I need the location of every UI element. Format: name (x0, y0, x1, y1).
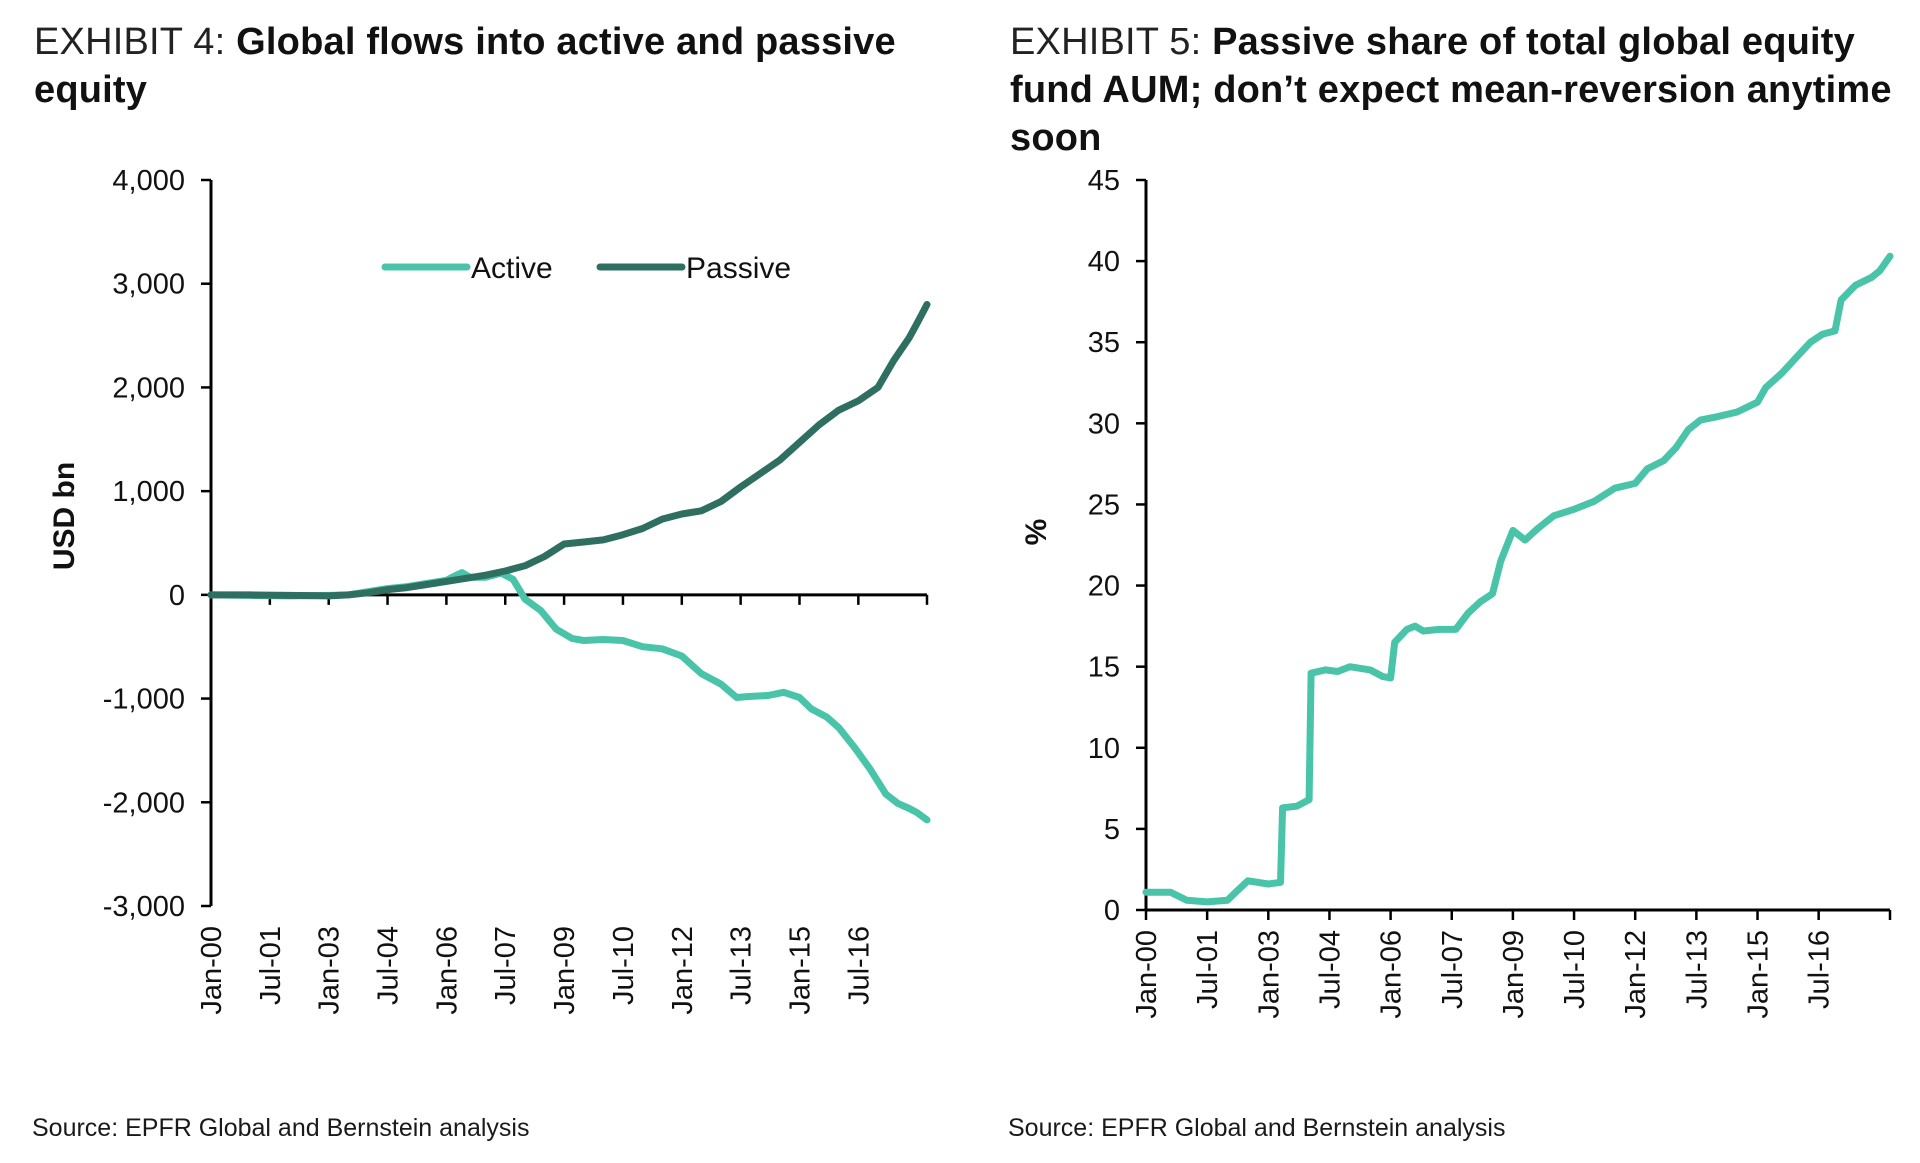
y-tick-label: 2,000 (112, 372, 185, 404)
x-tick-label: Jul-07 (490, 926, 522, 1005)
exhibit-5-title: EXHIBIT 5: Passive share of total global… (1010, 18, 1910, 162)
y-tick-label: -1,000 (103, 684, 185, 716)
exhibit-5-panel: EXHIBIT 5: Passive share of total global… (990, 0, 1920, 1163)
x-tick-label: Jul-16 (843, 926, 875, 1005)
x-tick-label: Jul-01 (1192, 930, 1224, 1009)
exhibit-5-label: EXHIBIT 5: (1010, 21, 1202, 63)
y-axis-title: % (1020, 519, 1053, 546)
y-tick-label: 40 (1088, 246, 1120, 278)
x-tick-label: Jul-13 (1681, 930, 1713, 1009)
flows-line-chart: -3,000 -2,000 -1,000 0 1,000 2,000 3,000 4,000 J… (48, 165, 931, 1015)
y-tick-label: 25 (1088, 489, 1120, 521)
x-tick-label: Jul-04 (1314, 930, 1346, 1009)
y-tick-label: 20 (1088, 571, 1120, 603)
y-axis-title: USD bn (48, 462, 81, 570)
y-tick-label: 0 (169, 580, 185, 612)
x-tick-label: Jul-13 (726, 926, 758, 1005)
y-tick-label: 3,000 (112, 269, 185, 301)
y-tick-label: 0 (1104, 895, 1120, 927)
exhibit-4-title: EXHIBIT 4: Global flows into active and … (34, 18, 954, 114)
exhibit-4-headline: Global flows into active and passive equ… (34, 21, 896, 111)
y-tick-label: 4,000 (112, 165, 185, 197)
x-tick-label: Jan-06 (431, 926, 463, 1015)
y-tick-label: 45 (1088, 165, 1120, 197)
x-tick-label: Jul-01 (255, 926, 287, 1005)
y-tick-label: 35 (1088, 327, 1120, 359)
x-tick-label: Jan-00 (196, 926, 228, 1015)
exhibit-4-source: Source: EPFR Global and Bernstein analys… (32, 1114, 530, 1142)
exhibit-5-source: Source: EPFR Global and Bernstein analys… (1008, 1114, 1506, 1142)
x-tick-label: Jul-10 (1559, 930, 1591, 1009)
x-tick-label: Jan-12 (667, 926, 699, 1015)
passive-share-line-chart: 0 5 10 15 20 25 30 35 40 45 Jan-00 Jul-01 Jan-03 Jul-… (1020, 165, 1894, 1019)
x-tick-label: Jan-09 (1498, 930, 1530, 1019)
series-line-passive (207, 301, 931, 600)
x-tick-label: Jan-00 (1131, 930, 1163, 1019)
x-tick-label: Jan-12 (1620, 930, 1652, 1019)
y-tick-label: 10 (1088, 733, 1120, 765)
y-tick-label: -3,000 (103, 891, 185, 923)
x-tick-label: Jul-10 (608, 926, 640, 1005)
x-tick-label: Jul-07 (1437, 930, 1469, 1009)
y-tick-label: -2,000 (103, 787, 185, 819)
exhibit-4-panel: EXHIBIT 4: Global flows into active and … (32, 18, 954, 1142)
y-tick-label: 1,000 (112, 476, 185, 508)
x-tick-label: Jul-04 (373, 926, 405, 1005)
y-tick-label: 15 (1088, 652, 1120, 684)
x-tick-label: Jan-15 (1743, 930, 1775, 1019)
x-tick-label: Jan-09 (549, 926, 581, 1015)
x-tick-label: Jan-03 (314, 926, 346, 1015)
legend-label-passive: Passive (686, 252, 791, 285)
x-tick-label: Jan-06 (1376, 930, 1408, 1019)
exhibit-4-label: EXHIBIT 4: (34, 21, 226, 63)
x-tick-label: Jan-15 (784, 926, 816, 1015)
series-line-passive-share (1142, 252, 1894, 906)
y-tick-label: 5 (1104, 814, 1120, 846)
exhibit-5-headline: Passive share of total global equity fun… (1010, 21, 1892, 159)
x-tick-label: Jan-03 (1253, 930, 1285, 1019)
series-line-active (207, 569, 931, 824)
x-tick-label: Jul-16 (1804, 930, 1836, 1009)
y-tick-label: 30 (1088, 408, 1120, 440)
legend-label-active: Active (471, 252, 553, 285)
